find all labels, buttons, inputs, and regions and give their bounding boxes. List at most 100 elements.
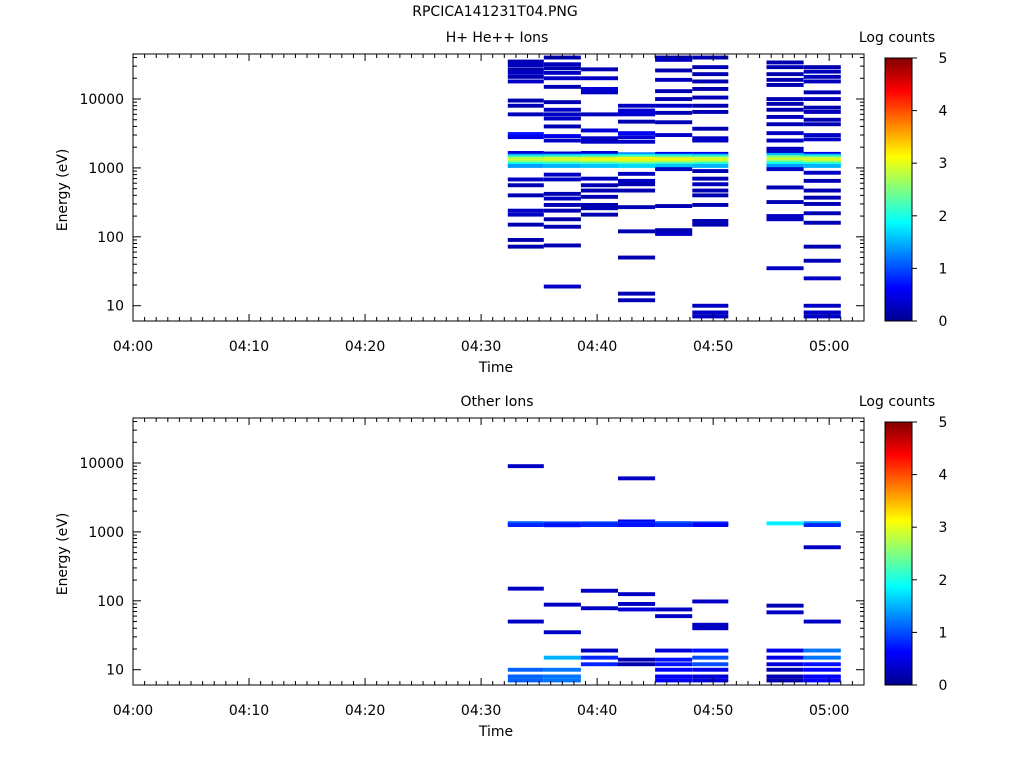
cell-other-ions-s2-b1 [580, 523, 618, 527]
cell-h-ions-s5-b9 [692, 136, 729, 141]
x-tick-label: 04:50 [693, 339, 733, 355]
cell-h-ions-s0-b2 [507, 67, 544, 72]
cell-other-ions-s7-b6 [803, 662, 841, 667]
cell-other-ions-s7-b1 [803, 523, 841, 527]
cell-h-ions-s7-b6 [803, 105, 841, 110]
colorbar-tick-label: 0 [939, 678, 948, 694]
cell-other-ions-s2-b2 [580, 588, 618, 593]
cell-h-ions-s5-b24 [692, 203, 729, 207]
cell-other-ions-s3-b7 [618, 657, 656, 662]
x-tick-label: 04:10 [229, 339, 269, 355]
figure-title: RPCICA141231T04.PNG [412, 4, 578, 20]
cell-h-ions-s0-b0 [507, 59, 544, 64]
cell-h-ions-s7-b29 [803, 276, 841, 281]
y-tick-label: 10 [106, 663, 124, 679]
cell-other-ions-s6-b2 [766, 610, 804, 615]
cell-other-ions-s6-b7 [766, 674, 804, 679]
cell-h-ions-s3-b21 [618, 255, 656, 260]
cell-h-ions-s0-b21 [507, 193, 544, 198]
y-tick-label: 10 [106, 299, 124, 315]
cell-h-ions-s7-b11 [803, 137, 841, 142]
cell-h-ions-s7-b10 [803, 133, 841, 137]
cell-h-ions-s6-b11 [766, 138, 804, 143]
cell-h-ions-s1-b13 [543, 151, 581, 156]
cell-h-ions-s4-b18 [655, 167, 693, 172]
cell-other-ions-s0-b6 [507, 674, 544, 679]
cell-other-ions-s6-b5 [766, 662, 804, 667]
cell-h-ions-s0-b10 [507, 135, 544, 140]
colorbar-tick-label: 4 [939, 104, 948, 120]
cell-h-ions-s1-b10 [543, 124, 581, 129]
cell-other-ions-s4-b6 [655, 662, 693, 667]
cell-h-ions-s1-b29 [543, 243, 581, 248]
colorbar-label-h-ions: Log counts [859, 30, 935, 46]
cell-h-ions-s2-b19 [580, 194, 618, 199]
cell-h-ions-s5-b21 [692, 182, 729, 187]
cell-h-ions-s1-b12 [543, 138, 581, 143]
cell-h-ions-s4-b21 [655, 232, 693, 236]
cell-h-ions-s0-b22 [507, 208, 544, 213]
cell-other-ions-s0-b3 [507, 586, 544, 591]
cell-h-ions-s1-b8 [543, 112, 581, 117]
x-tick-label: 04:30 [461, 703, 501, 719]
cell-other-ions-s1-b2 [543, 602, 581, 607]
cell-other-ions-s4-b2 [655, 607, 693, 612]
panel-other-ions: Other Ions Time Energy (eV) 04:00 04:10 04… [55, 394, 948, 740]
cell-other-ions-s5-b4 [692, 626, 729, 631]
cell-other-ions-s6-b0 [766, 521, 804, 526]
cell-h-ions-s6-b10 [766, 131, 804, 136]
cell-h-ions-s4-b9 [655, 133, 693, 137]
colorbar-tick-label: 2 [939, 209, 948, 225]
cell-h-ions-s7-b27 [803, 244, 841, 249]
cell-other-ions-s2-b4 [580, 648, 618, 653]
cell-h-ions-s5-b3 [692, 79, 729, 84]
cell-other-ions-s5-b2 [692, 599, 729, 604]
plot-frame-other-ions [132, 417, 865, 686]
x-tick-label: 04:40 [577, 703, 617, 719]
cell-h-ions-s3-b15 [618, 171, 656, 176]
cell-other-ions-s3-b0 [618, 476, 656, 481]
cell-other-ions-s0-b7 [507, 678, 544, 683]
cell-h-ions-s1-b7 [543, 107, 581, 112]
spectrogram-cells-other-ions [507, 464, 841, 683]
cell-other-ions-s7-b3 [803, 619, 841, 624]
cell-h-ions-s5-b8 [692, 126, 729, 131]
cell-h-ions-s5-b25 [692, 219, 729, 223]
cell-other-ions-s0-b2 [507, 523, 544, 527]
colorbar-tick-label: 1 [939, 625, 948, 641]
cell-h-ions-s6-b20 [766, 164, 804, 168]
cell-h-ions-s3-b5 [618, 135, 656, 140]
cell-h-ions-s7-b8 [803, 117, 841, 122]
cell-h-ions-s1-b9 [543, 116, 581, 121]
cell-other-ions-s6-b1 [766, 603, 804, 608]
cell-h-ions-s0-b25 [507, 238, 544, 242]
cell-h-ions-s6-b0 [766, 60, 804, 65]
cell-h-ions-s5-b1 [692, 65, 729, 70]
cell-h-ions-s0-b26 [507, 244, 544, 249]
cell-h-ions-s0-b11 [507, 151, 544, 155]
cell-h-ions-s2-b15 [580, 164, 618, 168]
cell-h-ions-s7-b32 [803, 314, 841, 319]
cell-h-ions-s4-b17 [655, 164, 693, 168]
cell-other-ions-s2-b5 [580, 655, 618, 660]
cell-h-ions-s2-b16 [580, 176, 618, 181]
cell-other-ions-s4-b4 [655, 648, 693, 653]
cell-h-ions-s7-b28 [803, 258, 841, 263]
x-tick-label: 04:00 [113, 339, 153, 355]
plot-frame-h-ions [132, 53, 865, 322]
cell-h-ions-s7-b5 [803, 97, 841, 101]
cell-h-ions-s1-b26 [543, 208, 581, 213]
cell-h-ions-s1-b5 [543, 84, 581, 89]
cell-h-ions-s5-b18 [692, 164, 729, 168]
cell-h-ions-s7-b22 [803, 188, 841, 193]
cell-h-ions-s0-b1 [507, 63, 544, 68]
panel-h-ions: H+ He++ Ions Time Energy (eV) 04:00 04:10… [55, 30, 948, 376]
cell-h-ions-s0-b24 [507, 222, 544, 227]
cell-h-ions-s6-b14 [766, 152, 804, 157]
colorbar-h-ions [884, 57, 913, 322]
cell-other-ions-s1-b6 [543, 674, 581, 679]
cell-h-ions-s3-b0 [618, 103, 656, 108]
cell-other-ions-s0-b4 [507, 619, 544, 624]
cell-h-ions-s7-b1 [803, 69, 841, 74]
cell-h-ions-s4-b19 [655, 204, 693, 208]
